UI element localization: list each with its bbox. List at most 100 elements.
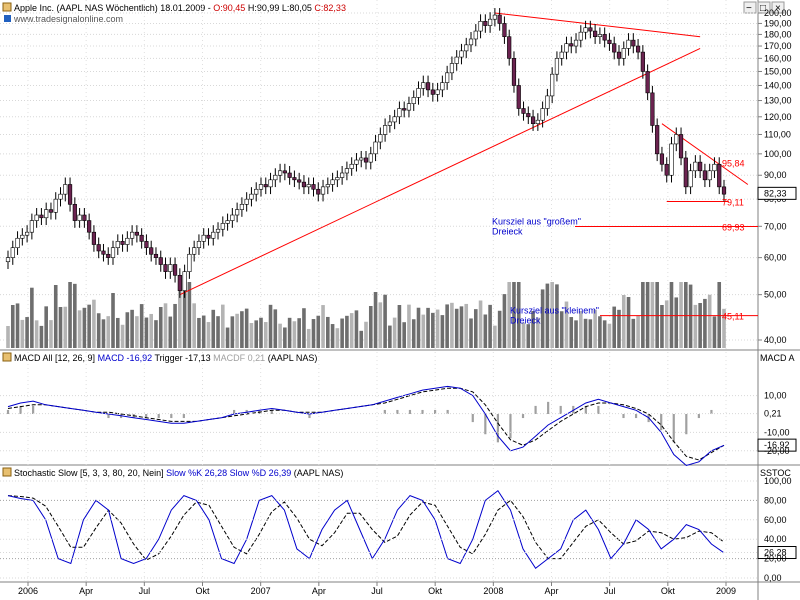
volume-bar xyxy=(178,288,182,348)
time-tick-label: Apr xyxy=(79,586,93,596)
minimize-icon: − xyxy=(746,3,752,14)
volume-bar xyxy=(168,316,173,348)
candle-body xyxy=(206,234,211,239)
candle-body xyxy=(406,103,412,111)
volume-bar xyxy=(287,317,292,348)
volume-bar xyxy=(607,323,612,348)
volume-bar xyxy=(259,317,263,348)
candle-body xyxy=(349,163,354,169)
candle-body xyxy=(473,30,478,40)
candle-body xyxy=(235,209,240,216)
volume-bar xyxy=(507,282,511,348)
candle-body xyxy=(301,181,307,188)
volume-bar xyxy=(197,317,201,348)
time-tick-label: Okt xyxy=(661,586,676,596)
volume-bar xyxy=(641,282,645,348)
candle-body xyxy=(182,271,187,291)
candle-body xyxy=(502,23,507,37)
volume-bar xyxy=(225,327,230,348)
volume-bar xyxy=(703,298,707,348)
candle-body xyxy=(330,179,335,185)
stochastic-right-title: SSTOC xyxy=(760,468,791,478)
volume-bar xyxy=(302,308,306,348)
volume-bar xyxy=(660,305,664,348)
candle-body xyxy=(268,179,273,188)
candle-body xyxy=(225,220,230,224)
last-close-label: 82,33 xyxy=(764,188,787,198)
volume-bar xyxy=(431,312,435,348)
candle-body xyxy=(530,116,536,124)
volume-bar xyxy=(378,302,383,348)
macd-tick-label: -20,00 xyxy=(764,446,790,456)
close-button[interactable]: × xyxy=(771,1,785,14)
candle-body xyxy=(91,231,97,245)
candle-body xyxy=(454,56,459,64)
candle-body xyxy=(488,18,493,26)
time-tick-label: 2007 xyxy=(251,586,271,596)
candle-body xyxy=(72,204,77,221)
candle-body xyxy=(239,204,244,210)
candle-body xyxy=(631,39,636,47)
volume-bar xyxy=(631,318,636,348)
volume-bar xyxy=(230,316,235,348)
candle-body xyxy=(588,27,593,32)
candle-body xyxy=(311,184,316,190)
price-tick-label: 90,00 xyxy=(764,170,787,180)
volume-bar xyxy=(139,304,144,348)
volume-bar xyxy=(416,307,421,348)
macd-tick-label: -10,00 xyxy=(764,427,790,437)
price-tick-label: 60,00 xyxy=(764,253,787,263)
candle-body xyxy=(607,39,612,44)
target-annotation-label: Dreieck xyxy=(510,316,541,326)
candle-body xyxy=(459,50,464,58)
volume-bar xyxy=(655,282,659,348)
volume-bar xyxy=(593,309,597,348)
stochastic-tick-label: 0,00 xyxy=(764,573,782,583)
candle-body xyxy=(192,247,197,255)
volume-bar xyxy=(502,294,507,348)
stochastic-slowd-line xyxy=(7,495,725,561)
price-tick-label: 70,00 xyxy=(764,221,787,231)
volume-bar xyxy=(53,285,58,348)
candle-body xyxy=(597,34,602,37)
price-tick-label: 110,00 xyxy=(764,129,791,139)
volume-bar xyxy=(345,315,349,348)
price-tick-label: 190,00 xyxy=(764,18,792,28)
volume-bar xyxy=(722,308,726,348)
volume-bar xyxy=(130,309,134,348)
time-axis: 2006 Apr Jul Okt 2007 Apr Jul Okt 2008 Apr Jul Okt 2… xyxy=(18,582,736,596)
candle-body xyxy=(550,73,555,97)
candle-body xyxy=(712,163,717,172)
candle-body xyxy=(277,170,283,176)
candle-body xyxy=(707,170,712,181)
minimize-button[interactable]: − xyxy=(743,1,757,14)
maximize-button[interactable]: □ xyxy=(757,1,771,14)
candle-body xyxy=(612,43,617,53)
volume-bar xyxy=(521,322,526,348)
volume-bar xyxy=(459,306,464,348)
candle-body xyxy=(659,153,665,165)
candle-body xyxy=(430,89,435,95)
volume-bar xyxy=(669,282,674,348)
candle-body xyxy=(172,264,178,276)
volume-bar xyxy=(383,294,387,348)
volume-bar xyxy=(235,313,239,348)
stochastic-slowk-line xyxy=(7,489,725,570)
volume-bar xyxy=(77,310,82,348)
candle-body xyxy=(593,30,598,37)
macd-panel: MACD All [12, 26, 9] MACD -16,92 Trigger… xyxy=(2,352,795,363)
candle-body xyxy=(220,223,225,230)
time-tick-label: Okt xyxy=(428,586,443,596)
volume-bar xyxy=(92,299,96,348)
candle-body xyxy=(34,214,39,221)
macd-panel-icon xyxy=(2,352,12,362)
volume-bar xyxy=(602,320,607,348)
candle-body xyxy=(425,82,431,91)
candle-body xyxy=(449,63,455,74)
price-tick-label: 100,00 xyxy=(764,149,792,159)
volume-bar xyxy=(20,319,25,348)
macd-lines xyxy=(6,385,725,467)
candle-body xyxy=(540,108,545,121)
time-tick-label: Jul xyxy=(139,586,151,596)
